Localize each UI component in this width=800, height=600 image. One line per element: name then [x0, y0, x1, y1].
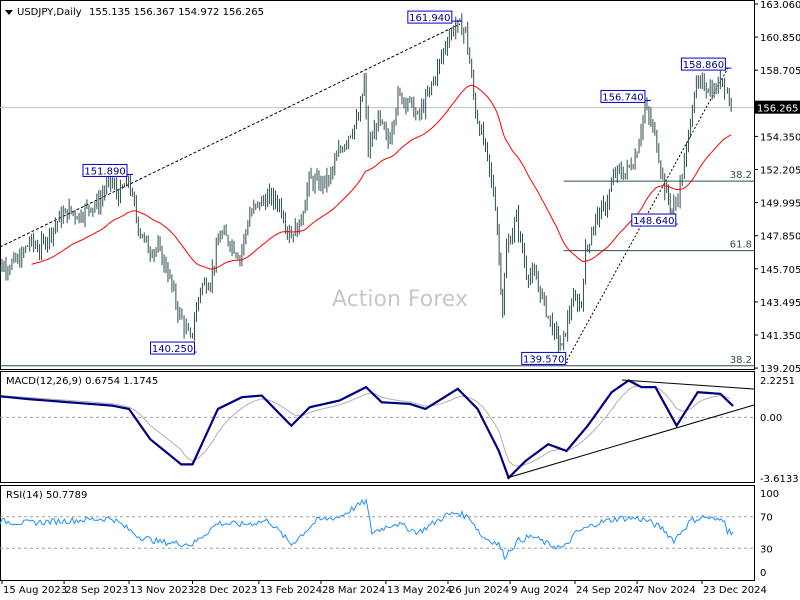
macd-tick-label: 2.2251 — [760, 376, 795, 387]
panel-frame — [0, 485, 755, 581]
date-tick-label: 26 Jun 2024 — [449, 585, 509, 596]
date-tick-label: 7 Nov 2024 — [638, 585, 696, 596]
current-price-label: 156.265 — [757, 104, 798, 115]
price-tick-label: 145.705 — [760, 265, 800, 276]
fib-level-label: 38.2 — [730, 355, 752, 366]
price-label-box — [521, 351, 567, 365]
rsi-tick-label: 100 — [760, 489, 779, 500]
trendline-dashed — [0, 23, 461, 248]
date-tick-label: 15 Aug 2023 — [3, 585, 67, 596]
rsi-line — [0, 498, 734, 561]
fib-level-label: 38.2 — [730, 170, 752, 181]
ohlc-values: 155.135 156.367 154.972 156.265 — [89, 7, 264, 18]
price-label: 148.640 — [633, 216, 674, 227]
panel-frame — [0, 0, 755, 370]
price-label-box — [600, 89, 646, 103]
price-tick-label: 141.350 — [760, 331, 800, 342]
date-tick-label: 13 Nov 2023 — [130, 585, 194, 596]
rsi-tick-label: 0 — [760, 568, 766, 579]
price-label-box — [680, 57, 726, 71]
price-label-box — [82, 163, 128, 177]
date-tick-label: 28 Dec 2023 — [194, 585, 258, 596]
price-tick-label: 163.060 — [760, 0, 800, 11]
macd-line — [0, 379, 734, 480]
price-label-box — [631, 213, 677, 227]
price-label-box — [150, 341, 196, 355]
price-label: 139.570 — [523, 354, 564, 365]
macd-support-trendline — [506, 404, 755, 479]
price-label: 151.890 — [84, 166, 125, 177]
macd-resistance-trendline — [621, 379, 755, 390]
price-tick-label: 143.495 — [760, 298, 800, 309]
rsi-title: RSI(14) 50.7789 — [6, 490, 87, 501]
macd-title: MACD(12,26,9) 0.6754 1.1745 — [6, 376, 158, 387]
price-tick-label: 149.995 — [760, 199, 800, 210]
date-tick-label: 9 Aug 2024 — [511, 585, 569, 596]
rsi-tick-label: 70 — [760, 513, 773, 524]
price-label: 156.740 — [602, 92, 643, 103]
date-tick-label: 24 Sep 2024 — [576, 585, 639, 596]
price-tick-label: 139.205 — [760, 364, 800, 375]
symbol-label: USDJPY,Daily — [17, 7, 82, 18]
date-tick-label: 13 Feb 2024 — [260, 585, 322, 596]
collapse-triangle-icon[interactable] — [5, 10, 13, 15]
price-tick-label: 152.205 — [760, 166, 800, 177]
date-tick-label: 23 Dec 2024 — [703, 585, 767, 596]
macd-tick-label: 0.00 — [760, 413, 782, 424]
price-label: 161.940 — [409, 13, 450, 24]
trendline-dotted — [566, 67, 729, 361]
price-tick-label: 160.850 — [760, 33, 800, 44]
price-tick-label: 154.350 — [760, 132, 800, 143]
current-price-tag — [755, 100, 800, 114]
date-tick-label: 28 Mar 2024 — [322, 585, 385, 596]
price-tick-label: 158.705 — [760, 66, 800, 77]
macd-signal-line — [0, 385, 731, 467]
macd-tick-label: -3.6133 — [760, 474, 799, 485]
rsi-tick-label: 30 — [760, 544, 773, 555]
moving-average-line — [31, 84, 732, 270]
price-label: 140.250 — [152, 344, 193, 355]
price-label-box — [407, 10, 453, 24]
panel-frame — [0, 371, 755, 483]
date-tick-label: 13 May 2024 — [387, 585, 452, 596]
fib-level-label: 61.8 — [730, 240, 752, 251]
price-tick-label: 147.850 — [760, 232, 800, 243]
date-tick-label: 28 Sep 2023 — [65, 585, 128, 596]
watermark: Action Forex — [332, 287, 468, 312]
price-label: 158.860 — [683, 60, 724, 71]
